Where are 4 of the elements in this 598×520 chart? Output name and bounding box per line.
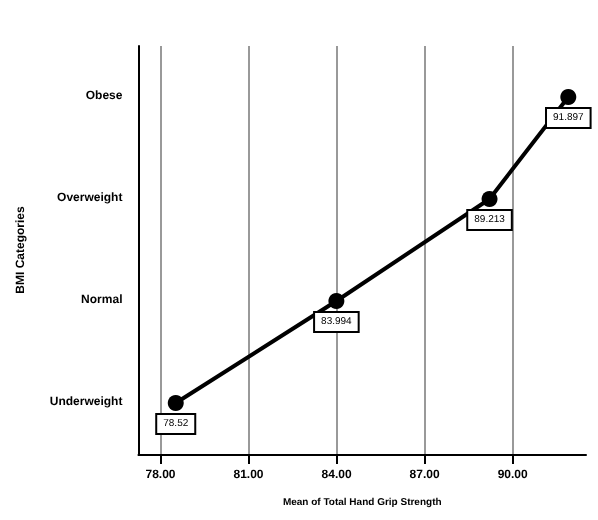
point: [481, 191, 498, 207]
point: [167, 395, 184, 411]
point: [560, 89, 577, 105]
point: [328, 293, 345, 309]
